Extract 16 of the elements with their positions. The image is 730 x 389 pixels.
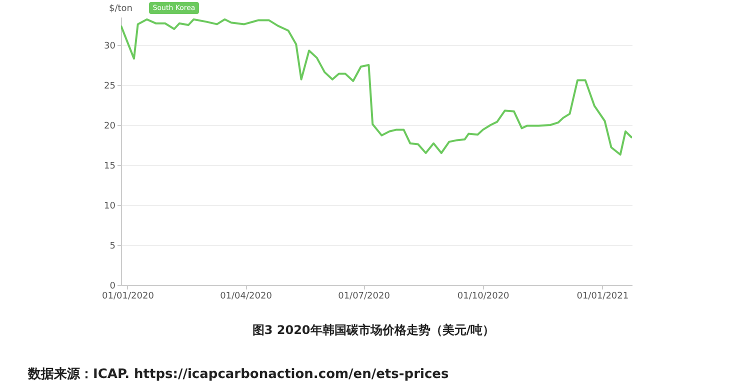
- y-tick-label: 0: [110, 282, 116, 292]
- x-tick-label: 01/04/2020: [220, 292, 272, 302]
- y-tick-label: 30: [104, 42, 116, 52]
- x-tick-label: 01/01/2020: [102, 292, 154, 302]
- source-note: 数据来源：ICAP. https://icapcarbonaction.com/en/ets-prices: [27, 367, 449, 382]
- x-tick-label: 01/10/2020: [457, 292, 510, 302]
- x-tick-label: 01/07/2020: [338, 292, 390, 302]
- y-tick-label: 10: [104, 202, 116, 212]
- text: 图3 2020年韩国碳市场价格走势（美元/吨）: [252, 323, 495, 337]
- y-tick-label: 25: [104, 82, 116, 92]
- line-series: [121, 18, 632, 156]
- y-tick-label: 5: [110, 242, 116, 252]
- y-tick-label: 15: [104, 162, 116, 172]
- y-axis-title: $/ton: [109, 4, 132, 14]
- y-tick-label: 20: [104, 122, 116, 132]
- x-tick-label: 01/01/2021: [576, 292, 629, 302]
